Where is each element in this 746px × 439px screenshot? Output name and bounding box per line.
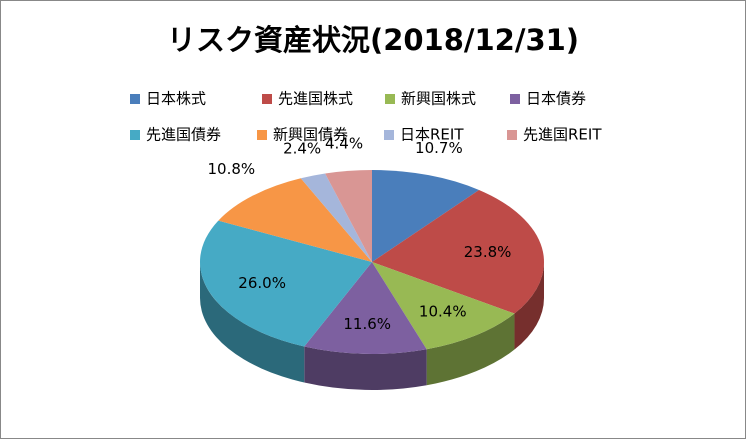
chart-title: リスク資産状況(2018/12/31) <box>167 23 579 57</box>
slice <box>300 173 372 262</box>
slice <box>200 220 372 347</box>
legend-label: 先進国債券 <box>146 126 221 144</box>
legend-swatch <box>257 130 267 140</box>
slice-side <box>426 313 515 386</box>
legend-label: 新興国株式 <box>401 90 476 108</box>
data-label: 26.0% <box>238 274 286 292</box>
legend-label: 新興国債券 <box>273 126 348 144</box>
slice <box>218 178 372 262</box>
legend-label: 先進国REIT <box>523 126 602 144</box>
slice <box>372 262 515 350</box>
data-label: 10.7% <box>415 139 463 157</box>
slice-side <box>199 262 305 383</box>
slice <box>304 262 427 354</box>
data-label: 23.8% <box>464 243 512 261</box>
legend-label: 日本REIT <box>400 126 464 144</box>
data-label: 11.6% <box>343 315 391 333</box>
data-label: 10.8% <box>208 160 256 178</box>
slice-side <box>514 262 544 350</box>
legend-swatch <box>510 94 520 104</box>
legend-label: 先進国株式 <box>278 90 353 108</box>
slice-side <box>304 346 427 390</box>
legend-label: 日本債券 <box>526 90 586 108</box>
legend-swatch <box>384 130 394 140</box>
legend-label: 日本株式 <box>146 90 206 108</box>
data-label: 2.4% <box>283 139 321 157</box>
legend-swatch <box>385 94 395 104</box>
slice <box>325 170 372 262</box>
legend-swatch <box>262 94 272 104</box>
data-label: 4.4% <box>325 135 363 153</box>
slice <box>372 189 544 314</box>
slice <box>372 170 480 262</box>
data-label: 10.4% <box>419 302 467 320</box>
legend-swatch <box>130 130 140 140</box>
legend-swatch <box>130 94 140 104</box>
legend-swatch <box>507 130 517 140</box>
